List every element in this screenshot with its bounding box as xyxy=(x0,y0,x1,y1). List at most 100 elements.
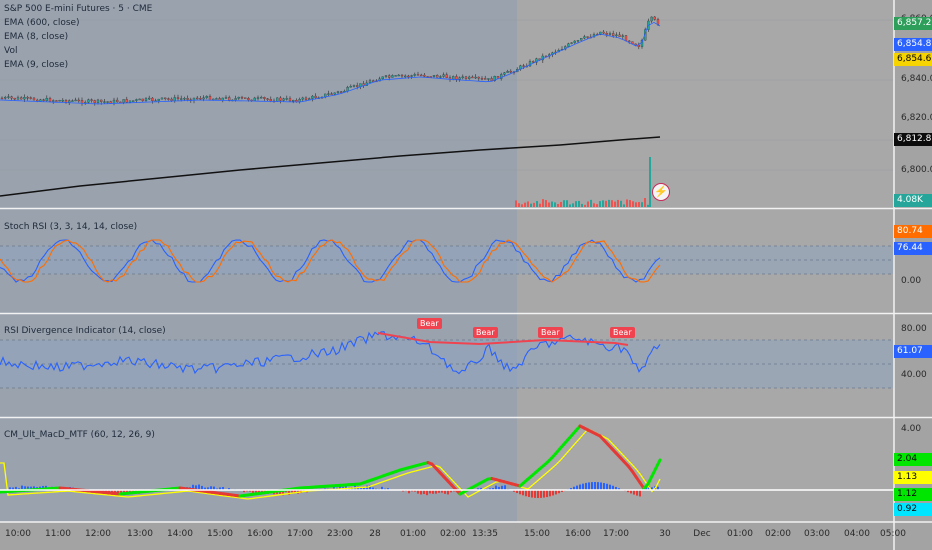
macd-hist-bar xyxy=(372,487,374,490)
candle xyxy=(368,78,372,84)
macd-hist-bar xyxy=(255,490,257,494)
candle xyxy=(391,74,394,78)
macd-hist-bar xyxy=(294,490,296,493)
time-tick: 16:00 xyxy=(247,529,273,539)
time-tick: 17:00 xyxy=(287,529,313,539)
time-tick: 17:00 xyxy=(603,529,629,539)
symbol-title[interactable]: S&P 500 E-mini Futures · 5 · CME xyxy=(4,4,153,14)
volume-bars xyxy=(515,157,651,207)
macd-legend: CM_Ult_MacD_MTF (60, 12, 26, 9) xyxy=(4,428,155,442)
macd-hist-bar xyxy=(639,490,641,497)
candle xyxy=(52,99,55,104)
rsi-value-line xyxy=(0,331,661,375)
candle xyxy=(468,75,471,80)
indicator-vol[interactable]: Vol xyxy=(4,46,18,56)
volume-bar xyxy=(611,200,613,207)
candle xyxy=(474,74,477,80)
macd-hist-bar xyxy=(633,490,635,495)
time-tick: 13:35 xyxy=(472,529,498,539)
candle xyxy=(484,75,487,80)
candle xyxy=(640,38,644,49)
volume-bar xyxy=(581,203,583,207)
macd-hist-bar xyxy=(516,490,518,494)
volume-bar xyxy=(524,202,526,207)
stoch-title[interactable]: Stoch RSI (3, 3, 14, 14, close) xyxy=(4,222,138,232)
candle xyxy=(276,97,279,102)
macd-hist-bar xyxy=(540,490,542,498)
lightning-icon[interactable]: ⚡ xyxy=(652,183,670,201)
indicator-ema-9[interactable]: EMA (9, close) xyxy=(4,60,69,70)
bear-tag[interactable]: Bear xyxy=(473,327,498,338)
macd-label: 2.04 xyxy=(894,453,932,466)
candle xyxy=(653,16,656,21)
macd-title[interactable]: CM_Ult_MacD_MTF (60, 12, 26, 9) xyxy=(4,430,155,440)
macd-hist-bar xyxy=(24,486,26,490)
candle xyxy=(32,97,36,101)
candle xyxy=(477,76,480,82)
bear-tag[interactable]: Bear xyxy=(538,327,563,338)
candle xyxy=(141,98,144,102)
candle xyxy=(138,98,141,101)
macd-hist-bar xyxy=(420,490,422,495)
macd-hist-bar xyxy=(576,485,578,490)
volume-bar xyxy=(590,199,592,207)
macd-hist-bar xyxy=(525,490,527,497)
price-candles xyxy=(0,16,661,106)
candle xyxy=(164,97,167,101)
candle xyxy=(16,95,20,100)
macd-hist-bar xyxy=(501,485,503,490)
macd-hist-bar xyxy=(429,490,431,494)
macd-hist-bar xyxy=(561,490,563,492)
macd-hist-bar xyxy=(381,486,383,490)
candle xyxy=(144,97,148,103)
macd-hist-bar xyxy=(219,487,221,490)
macd-hist-bar xyxy=(30,486,32,490)
macd-hist-bar xyxy=(9,487,11,490)
candle xyxy=(381,76,384,80)
macd-hist-bar xyxy=(657,486,659,490)
macd-hist-bar xyxy=(261,490,263,493)
candle xyxy=(167,97,170,101)
volume-bar xyxy=(548,202,550,207)
candle xyxy=(352,84,356,88)
stoch-k-label: 76.44 xyxy=(894,242,932,255)
volume-bar xyxy=(521,204,523,207)
time-tick: 30 xyxy=(659,529,671,539)
candle xyxy=(637,42,640,50)
macd-hist-bar xyxy=(291,490,293,493)
stoch-legend: Stoch RSI (3, 3, 14, 14, close) xyxy=(4,220,137,234)
macd-hist-bar xyxy=(408,490,410,494)
macd-hist-bar xyxy=(129,490,131,493)
macd-hist-bar xyxy=(345,484,347,490)
candle xyxy=(244,97,247,99)
stoch-rsi-lines xyxy=(0,239,661,283)
volume-bar xyxy=(623,204,625,207)
indicator-ema-600[interactable]: EMA (600, close) xyxy=(4,18,80,28)
rsi-title[interactable]: RSI Divergence Indicator (14, close) xyxy=(4,326,166,336)
macd-hist-bar xyxy=(243,490,245,493)
volume-bar xyxy=(575,201,577,207)
bear-divergence-line xyxy=(377,332,629,346)
time-tick: 02:00 xyxy=(765,529,791,539)
macd-hist-bar xyxy=(387,488,389,490)
candle xyxy=(103,99,106,104)
macd-hist-bar xyxy=(363,487,365,490)
candle xyxy=(458,76,461,82)
volume-bar xyxy=(557,203,559,207)
candle xyxy=(413,72,416,77)
candle xyxy=(266,97,269,102)
candle xyxy=(602,30,605,34)
bear-tag[interactable]: Bear xyxy=(417,318,442,329)
candle xyxy=(240,95,244,100)
indicator-ema-8[interactable]: EMA (8, close) xyxy=(4,32,69,42)
candle xyxy=(471,75,474,79)
candle xyxy=(621,33,624,40)
macd-hist-bar xyxy=(207,487,209,490)
bear-tag[interactable]: Bear xyxy=(610,327,635,338)
candle xyxy=(256,95,260,101)
macd-hist-bar xyxy=(645,487,647,490)
time-tick: 01:00 xyxy=(400,529,426,539)
macd-hist-bar xyxy=(228,488,230,490)
candle xyxy=(503,71,506,76)
